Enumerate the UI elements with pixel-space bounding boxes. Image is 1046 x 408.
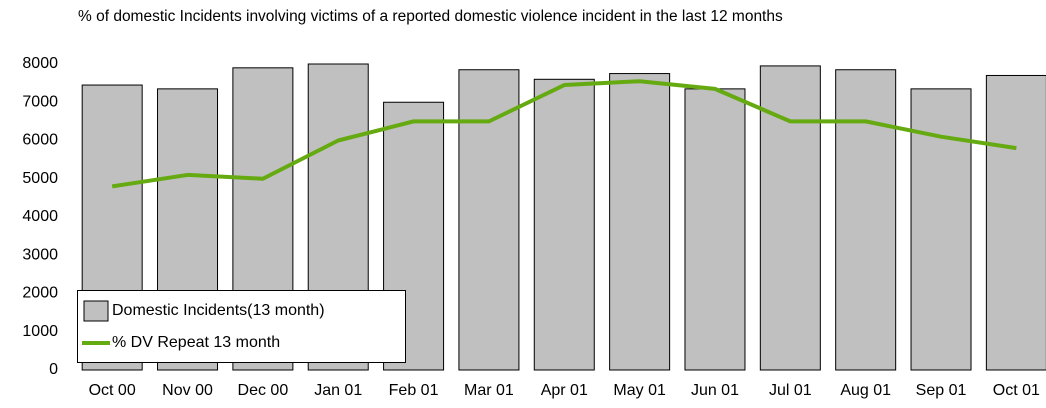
- y-tick-label: 2000: [22, 285, 58, 302]
- legend: Domestic Incidents(13 month) % DV Repeat …: [77, 290, 406, 363]
- y-tick-label: 5000: [22, 170, 58, 187]
- bar: [835, 69, 897, 371]
- bar: [609, 73, 671, 371]
- x-tick-label: Aug 01: [840, 382, 891, 399]
- x-tick-label: May 01: [613, 382, 666, 399]
- legend-label: % DV Repeat 13 month: [112, 334, 280, 351]
- x-tick-label: Dec 00: [238, 382, 289, 399]
- x-tick-label: Mar 01: [464, 382, 514, 399]
- y-tick-label: 7000: [22, 93, 58, 110]
- bar: [533, 78, 595, 371]
- x-tick-label: Nov 00: [162, 382, 213, 399]
- bar: [684, 88, 746, 371]
- legend-box: [77, 290, 406, 363]
- y-tick-label: 8000: [22, 55, 58, 72]
- bar: [759, 65, 821, 371]
- x-tick-label: Jul 01: [769, 382, 812, 399]
- y-tick-label: 0: [49, 361, 58, 378]
- bar: [458, 69, 520, 371]
- x-tick-label: Jan 01: [314, 382, 362, 399]
- y-tick-label: 6000: [22, 132, 58, 149]
- y-tick-label: 1000: [22, 323, 58, 340]
- legend-swatch: [83, 300, 109, 322]
- line: [111, 79, 1017, 189]
- x-tick-label: Apr 01: [541, 382, 588, 399]
- chart-title: % of domestic Incidents involving victim…: [78, 8, 783, 25]
- x-tick-label: Jun 01: [691, 382, 739, 399]
- x-tick-label: Oct 01: [993, 382, 1040, 399]
- x-tick-label: Oct 00: [89, 382, 136, 399]
- bar: [985, 74, 1046, 371]
- y-tick-label: 4000: [22, 208, 58, 225]
- y-tick-label: 3000: [22, 246, 58, 263]
- legend-label: Domestic Incidents(13 month): [112, 302, 325, 319]
- x-tick-label: Sep 01: [916, 382, 967, 399]
- x-tick-label: Feb 01: [389, 382, 439, 399]
